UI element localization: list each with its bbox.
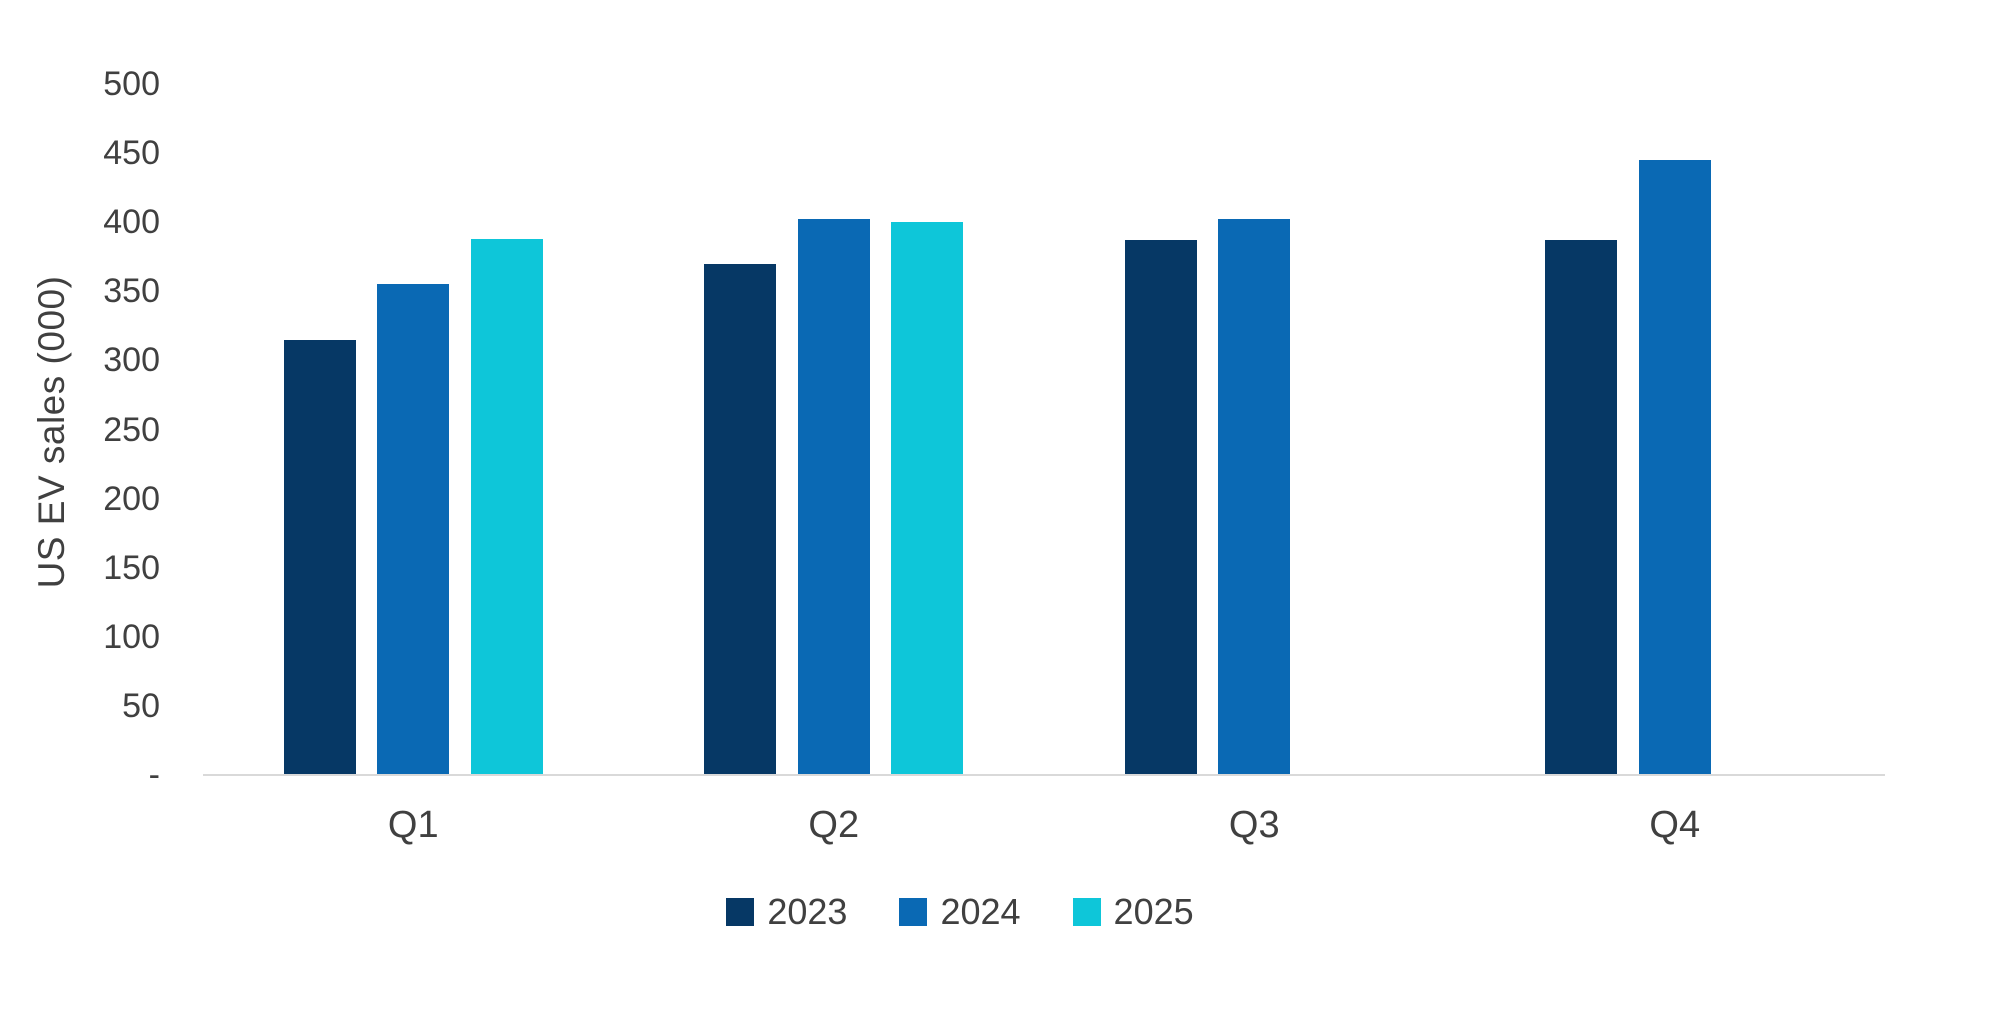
y-tick-label: 350 [103,272,160,311]
legend-swatch-icon [899,898,928,926]
y-tick-label: 400 [103,203,160,242]
legend-item-2025: 2025 [1072,891,1194,932]
y-tick-label: 100 [103,617,160,656]
bar-q1-2024 [377,284,450,775]
bar-q4-2023 [1545,240,1618,775]
category-label-q2: Q2 [808,804,860,846]
y-tick-label: - [148,756,160,794]
x-axis-line [203,774,1885,776]
category-label-q3: Q3 [1228,804,1280,846]
y-tick-label: 200 [103,479,160,518]
bar-q2-2025 [891,222,964,775]
bar-q2-2024 [797,219,870,775]
y-tick-label: 450 [103,134,160,173]
y-tick-label: 500 [103,65,160,103]
y-tick-label: 300 [103,341,160,380]
category-label-q4: Q4 [1649,804,1701,846]
bar-q4-2024 [1638,160,1711,775]
legend-item-2023: 2023 [726,892,847,932]
legend-label: 2023 [767,891,848,932]
legend-item-2024: 2024 [899,891,1021,932]
legend-label: 2024 [940,891,1021,932]
legend-swatch-icon [726,898,755,926]
legend-swatch-icon [1072,898,1101,926]
bar-q2-2023 [704,263,777,775]
bar-q1-2025 [470,238,543,775]
category-label-q1: Q1 [387,804,439,846]
bar-q1-2023 [283,339,356,775]
y-tick-label: 150 [103,548,160,587]
bar-q3-2023 [1124,240,1197,775]
y-tick-label: 250 [103,410,160,449]
legend: 2023 2024 2025 [0,888,1920,936]
bar-q3-2024 [1218,219,1291,775]
legend-label: 2025 [1113,891,1194,932]
y-tick-label: 50 [122,686,160,725]
